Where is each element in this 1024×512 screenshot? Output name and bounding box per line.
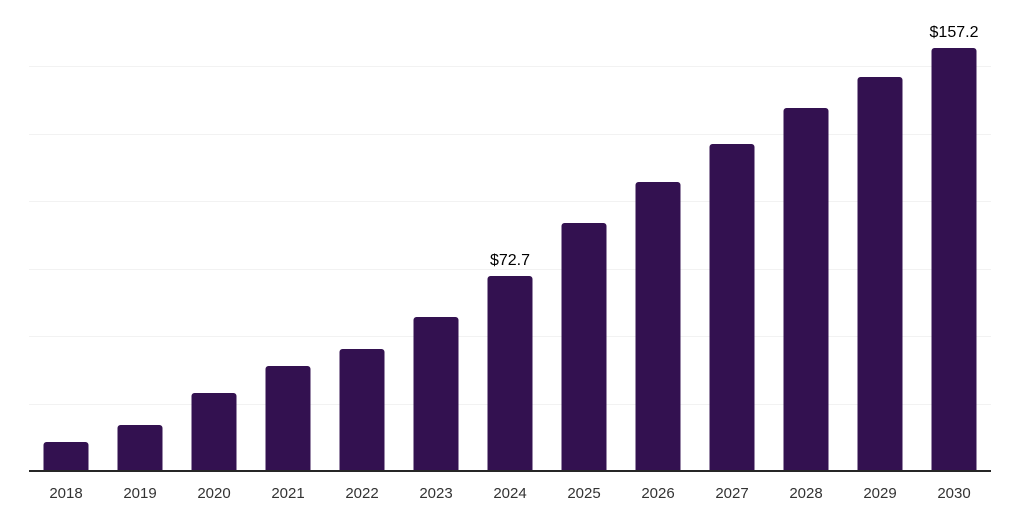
bar-slot-2022 xyxy=(325,0,399,472)
gridline-150 xyxy=(29,66,991,68)
bar-2020 xyxy=(191,392,237,472)
bar-2021 xyxy=(265,366,311,472)
bar-2027 xyxy=(709,144,755,472)
bar-slot-2023 xyxy=(399,0,473,472)
bar-slot-2020 xyxy=(177,0,251,472)
bar-value-label-2030: $157.2 xyxy=(929,24,979,42)
x-tick-label-2024: 2024 xyxy=(493,485,527,502)
bar-slot-2021 xyxy=(251,0,325,472)
bar-2024 xyxy=(487,275,533,472)
x-tick-label-2027: 2027 xyxy=(715,485,749,502)
bar-slot-2019 xyxy=(103,0,177,472)
x-tick-label-2026: 2026 xyxy=(641,485,675,502)
bar-slot-2028 xyxy=(769,0,843,472)
x-tick-label-2019: 2019 xyxy=(123,485,157,502)
bar-slot-2030: $157.2 xyxy=(917,0,991,472)
gridline-125 xyxy=(29,133,991,135)
gridline-75 xyxy=(29,268,991,270)
x-tick-label-2028: 2028 xyxy=(789,485,823,502)
x-axis-line xyxy=(29,470,991,472)
bar-2029 xyxy=(857,77,903,472)
bar-2028 xyxy=(783,107,829,472)
bar-slot-2027 xyxy=(695,0,769,472)
bar-slot-2024: $72.7 xyxy=(473,0,547,472)
bar-2023 xyxy=(413,316,459,472)
x-tick-label-2030: 2030 xyxy=(937,485,971,502)
plot-area: $72.7 $157.2 xyxy=(29,0,991,472)
bar-value-label-2024: $72.7 xyxy=(489,251,531,269)
x-tick-label-2018: 2018 xyxy=(49,485,83,502)
bar-slot-2026 xyxy=(621,0,695,472)
x-tick-label-2025: 2025 xyxy=(567,485,601,502)
bar-2030 xyxy=(931,48,977,472)
bar-slot-2025 xyxy=(547,0,621,472)
bar-slot-2029 xyxy=(843,0,917,472)
bar-slot-2018 xyxy=(29,0,103,472)
bar-2019 xyxy=(117,425,163,472)
bar-2018 xyxy=(43,442,89,472)
x-tick-label-2020: 2020 xyxy=(197,485,231,502)
x-axis-labels: 2018 2019 2020 2021 2022 2023 2024 2025 2026 2027… xyxy=(29,485,991,503)
x-tick-label-2021: 2021 xyxy=(271,485,305,502)
bar-2022 xyxy=(339,349,385,472)
bar-2025 xyxy=(561,223,607,472)
gridline-100 xyxy=(29,201,991,203)
x-tick-label-2022: 2022 xyxy=(345,485,379,502)
x-tick-label-2023: 2023 xyxy=(419,485,453,502)
bar-2026 xyxy=(635,182,681,472)
x-tick-label-2029: 2029 xyxy=(863,485,897,502)
bars-row: $72.7 $157.2 xyxy=(29,0,991,472)
